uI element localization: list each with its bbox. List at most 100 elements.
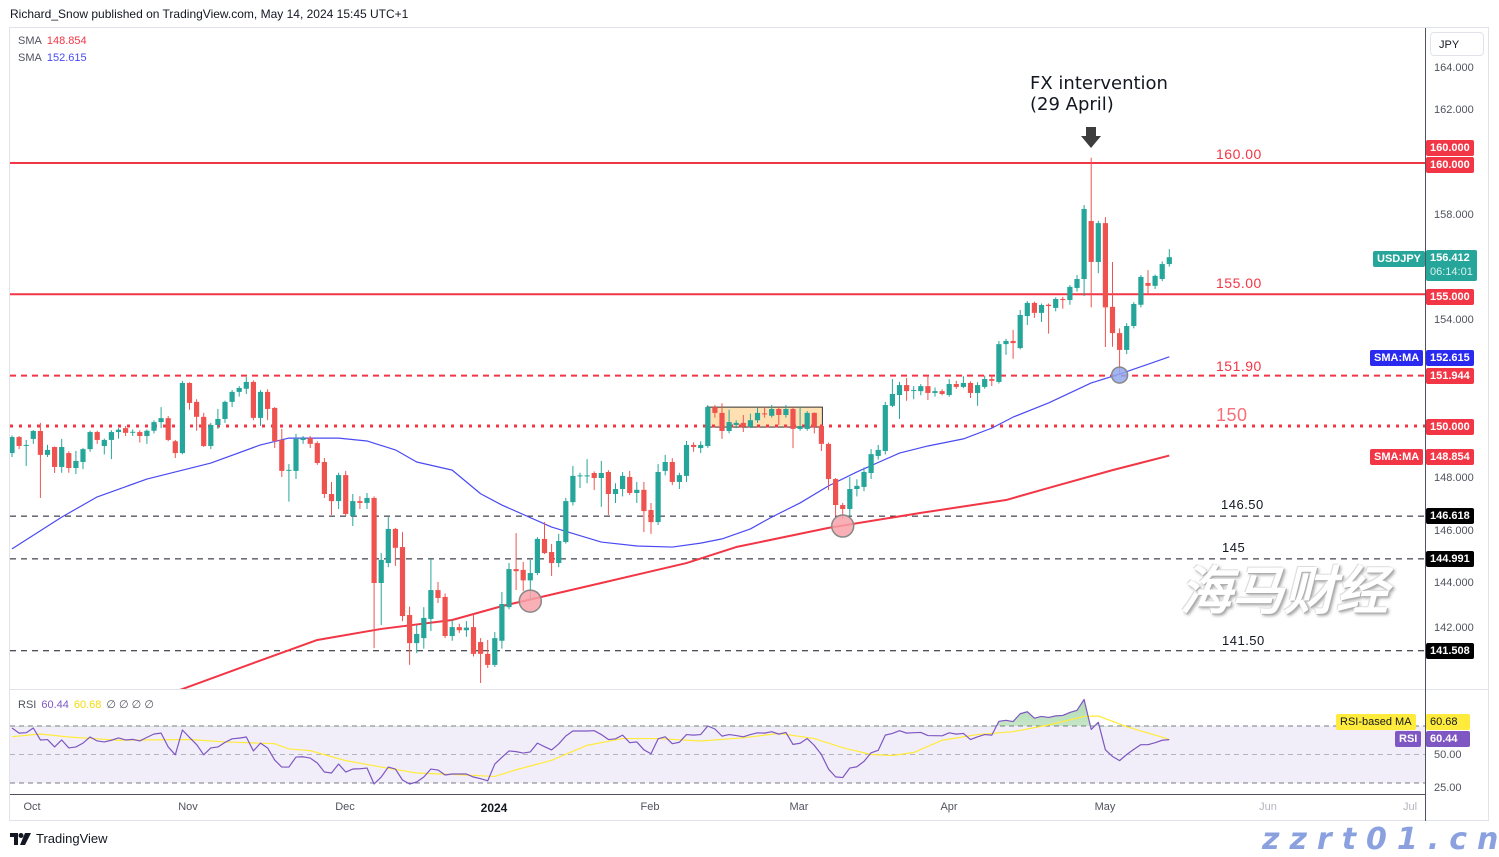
time-label: Mar	[789, 801, 809, 813]
candle	[605, 470, 611, 516]
candle	[414, 625, 420, 654]
candle	[456, 623, 462, 633]
rsi-pane[interactable]	[10, 698, 1425, 785]
candle-body	[818, 426, 824, 444]
candle	[833, 478, 839, 517]
price-tick: 154.000	[1434, 314, 1474, 326]
candle-body	[584, 475, 590, 477]
candle	[108, 430, 114, 460]
candle-body	[570, 475, 576, 503]
candle-body	[783, 408, 789, 415]
candle-body	[591, 473, 597, 478]
candle-body	[911, 390, 917, 392]
candle	[769, 405, 775, 418]
candle	[747, 413, 753, 429]
candle-body	[1067, 286, 1073, 301]
candle	[762, 407, 768, 418]
candle	[733, 420, 739, 429]
candle-body	[1095, 223, 1101, 262]
candle-body	[414, 633, 420, 644]
candle	[428, 559, 434, 632]
candle	[87, 430, 93, 452]
candle	[10, 435, 15, 457]
candle	[385, 517, 391, 568]
candle	[740, 415, 746, 433]
legend-rsi[interactable]: RSI 60.44 60.68 ∅ ∅ ∅ ∅	[18, 698, 159, 711]
candle-body	[840, 505, 846, 509]
candle-body	[108, 432, 114, 440]
candle-body	[918, 386, 924, 392]
candle-body	[605, 471, 611, 495]
candle-body	[1088, 221, 1094, 262]
candle-body	[10, 437, 15, 454]
candle	[996, 340, 1002, 384]
candle	[975, 382, 981, 406]
candle	[691, 442, 697, 452]
candle	[620, 471, 626, 497]
price-pane[interactable]	[9, 157, 1425, 699]
candle-body	[485, 653, 491, 665]
candle	[1081, 205, 1087, 297]
candle-body	[634, 489, 640, 493]
candle	[73, 450, 79, 475]
candle	[172, 439, 178, 459]
bar-countdown: 06:14:01	[1430, 266, 1473, 278]
tradingview-brand[interactable]: TradingView	[10, 831, 108, 846]
sma-fast-tag: SMA:MA	[1370, 350, 1424, 366]
candle-body	[172, 441, 178, 454]
candle	[953, 380, 959, 389]
legend-label: RSI	[18, 699, 37, 711]
currency-unit-button[interactable]: JPY	[1430, 32, 1484, 56]
candle	[435, 581, 441, 603]
sma-fast-line	[11, 356, 1170, 550]
candle-body	[598, 473, 604, 478]
candle-body	[996, 344, 1002, 382]
candle	[1088, 157, 1094, 308]
price-tick: 162.000	[1434, 104, 1474, 116]
candle	[186, 382, 193, 410]
rsi-tag: RSI	[1395, 731, 1422, 747]
candle-body	[123, 428, 129, 433]
candle	[541, 522, 548, 555]
candle-body	[194, 401, 200, 417]
candle-body	[94, 432, 100, 440]
candle-body	[66, 453, 72, 469]
candle-body	[257, 391, 264, 418]
candle	[94, 430, 100, 444]
candle-body	[705, 407, 711, 446]
candle-body	[953, 384, 959, 387]
candle-body	[563, 501, 569, 543]
candle-body	[1109, 306, 1116, 334]
candle	[1131, 302, 1137, 329]
candle	[336, 472, 342, 509]
candle-body	[428, 590, 434, 619]
candle	[1010, 329, 1016, 359]
price-tick: 148.000	[1434, 472, 1474, 484]
candle	[1166, 249, 1172, 267]
time-label: Oct	[23, 801, 41, 813]
candle	[556, 533, 562, 568]
level-label-141-50: 141.50	[1222, 633, 1265, 648]
candle	[591, 471, 597, 491]
legend-sma-slow[interactable]: SMA 148.854	[18, 35, 92, 47]
candle-body	[59, 447, 65, 467]
candle-body	[989, 379, 995, 381]
price-label-160: 160.000	[1426, 157, 1474, 173]
candle-body	[385, 528, 391, 564]
candle	[80, 447, 86, 470]
candle-body	[144, 430, 150, 436]
candle	[265, 389, 271, 421]
candle	[66, 451, 72, 473]
candle	[243, 376, 249, 394]
candle-body	[236, 387, 242, 392]
candle	[726, 409, 732, 434]
candle-body	[676, 475, 682, 482]
candle-body	[975, 385, 981, 393]
legend-sma-fast[interactable]: SMA 152.615	[18, 52, 92, 64]
candle-body	[272, 407, 278, 441]
candle	[932, 387, 938, 397]
candle-body	[250, 381, 256, 418]
highlight-marker	[1110, 366, 1129, 384]
candle	[861, 467, 867, 492]
